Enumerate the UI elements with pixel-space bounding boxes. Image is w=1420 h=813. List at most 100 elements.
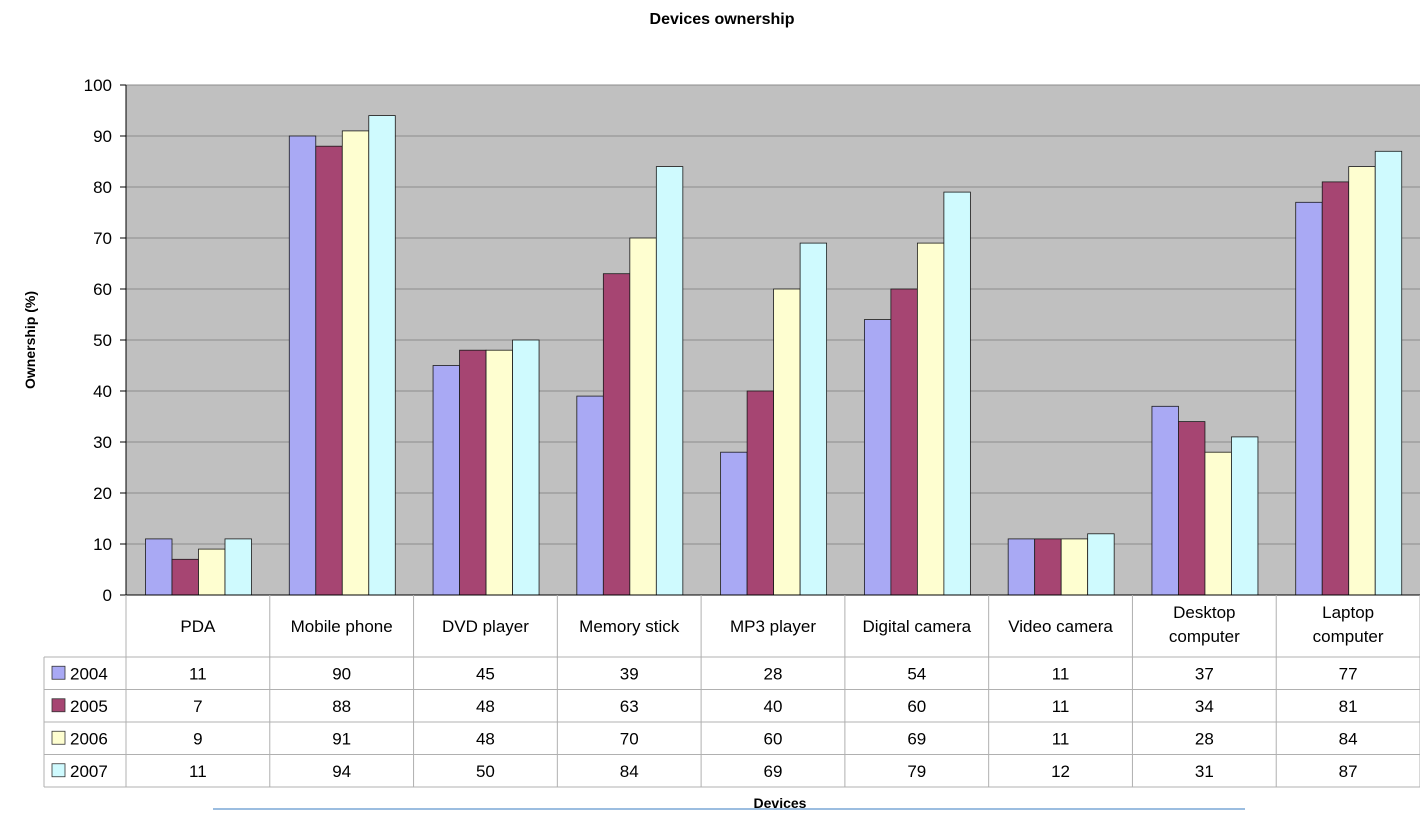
data-label: 88 <box>332 697 351 716</box>
x-tick-label: MP3 player <box>730 617 816 636</box>
y-tick-label: 20 <box>93 484 112 503</box>
bar-2006 <box>341 130 370 596</box>
bar-2006 <box>773 288 801 596</box>
x-tick-label: computer <box>1169 627 1240 646</box>
legend-swatch-2004 <box>51 665 66 680</box>
bar-2005 <box>602 273 631 596</box>
bar-2005 <box>1034 538 1062 596</box>
x-tick-label: DVD player <box>442 617 529 636</box>
data-label: 40 <box>764 697 783 716</box>
chart-title: Devices ownership <box>650 11 795 28</box>
data-label: 45 <box>476 664 495 683</box>
bar-2004 <box>432 365 460 596</box>
x-tick-label: Mobile phone <box>291 617 393 636</box>
bar-2007 <box>1374 150 1403 596</box>
legend-label: 2006 <box>70 729 108 748</box>
legend-label: 2004 <box>70 664 108 683</box>
data-label: 11 <box>1052 729 1070 748</box>
bar-2005 <box>315 145 343 596</box>
legend-swatch-2006 <box>51 730 66 745</box>
bar-2004 <box>863 319 892 596</box>
data-label: 69 <box>764 762 783 781</box>
x-tick-label: Digital camera <box>862 617 971 636</box>
bar-2007 <box>655 166 684 596</box>
data-label: 79 <box>907 762 926 781</box>
data-label: 11 <box>189 762 207 781</box>
y-axis-label: Ownership (%) <box>22 291 38 389</box>
bar-2007 <box>799 242 828 596</box>
y-tick-label: 80 <box>93 178 112 197</box>
bar-2004 <box>576 395 604 596</box>
data-label: 60 <box>907 697 926 716</box>
bar-2004 <box>720 451 748 596</box>
data-label: 37 <box>1195 664 1214 683</box>
bar-2004 <box>145 538 173 596</box>
data-label: 12 <box>1051 762 1070 781</box>
legend-swatch-2007 <box>51 763 66 778</box>
data-label: 50 <box>476 762 495 781</box>
legend-swatch-2005 <box>51 698 66 713</box>
x-tick-label: PDA <box>180 617 216 636</box>
x-tick-label: Video camera <box>1008 617 1113 636</box>
bar-2005 <box>171 558 199 596</box>
bar-2007 <box>368 115 396 596</box>
bar-2005 <box>459 349 487 596</box>
data-label: 94 <box>332 762 351 781</box>
data-label: 91 <box>332 729 351 748</box>
data-label: 90 <box>332 664 351 683</box>
bar-2007 <box>512 339 540 596</box>
data-label: 69 <box>907 729 926 748</box>
x-tick-label: computer <box>1313 627 1384 646</box>
bar-2006 <box>485 349 513 596</box>
y-tick-label: 90 <box>93 127 112 146</box>
data-label: 48 <box>476 697 495 716</box>
x-axis-label: Devices <box>754 795 807 811</box>
data-label: 11 <box>189 664 207 683</box>
y-tick-label: 10 <box>93 535 112 554</box>
data-label: 60 <box>764 729 783 748</box>
data-label: 28 <box>1195 729 1214 748</box>
data-label: 70 <box>620 729 639 748</box>
data-label: 39 <box>620 664 639 683</box>
y-tick-label: 50 <box>93 331 112 350</box>
data-label: 34 <box>1195 697 1214 716</box>
data-label: 11 <box>1052 697 1070 716</box>
data-label: 84 <box>620 762 639 781</box>
bar-2007 <box>224 538 252 596</box>
bar-2006 <box>1060 538 1089 596</box>
data-label: 63 <box>620 697 639 716</box>
data-label: 84 <box>1339 729 1358 748</box>
bar-2005 <box>1321 181 1350 596</box>
y-tick-label: 60 <box>93 280 112 299</box>
y-tick-label: 40 <box>93 382 112 401</box>
bar-2005 <box>890 288 918 596</box>
data-label: 11 <box>1052 664 1070 683</box>
y-tick-label: 100 <box>84 76 112 95</box>
data-label: 31 <box>1195 762 1214 781</box>
x-tick-label: Laptop <box>1322 603 1374 622</box>
data-label: 77 <box>1339 664 1358 683</box>
bar-2004 <box>288 135 317 596</box>
data-label: 7 <box>193 697 202 716</box>
bar-2004 <box>1007 538 1036 596</box>
bar-2007 <box>1087 533 1115 596</box>
bar-2005 <box>746 390 775 596</box>
data-label: 54 <box>907 664 926 683</box>
data-label: 87 <box>1339 762 1358 781</box>
x-tick-label: Desktop <box>1173 603 1235 622</box>
data-label: 81 <box>1339 697 1358 716</box>
bar-2006 <box>1348 166 1376 596</box>
bar-2007 <box>1231 436 1259 596</box>
data-label: 28 <box>764 664 783 683</box>
x-tick-label: Memory stick <box>579 617 680 636</box>
legend-label: 2005 <box>70 697 108 716</box>
bar-2004 <box>1295 201 1323 596</box>
bar-2006 <box>916 242 945 596</box>
y-tick-label: 30 <box>93 433 112 452</box>
data-label: 9 <box>193 729 202 748</box>
bar-2006 <box>1204 451 1232 596</box>
bar-2006 <box>198 548 226 596</box>
y-tick-label: 0 <box>103 586 112 605</box>
y-tick-label: 70 <box>93 229 112 248</box>
